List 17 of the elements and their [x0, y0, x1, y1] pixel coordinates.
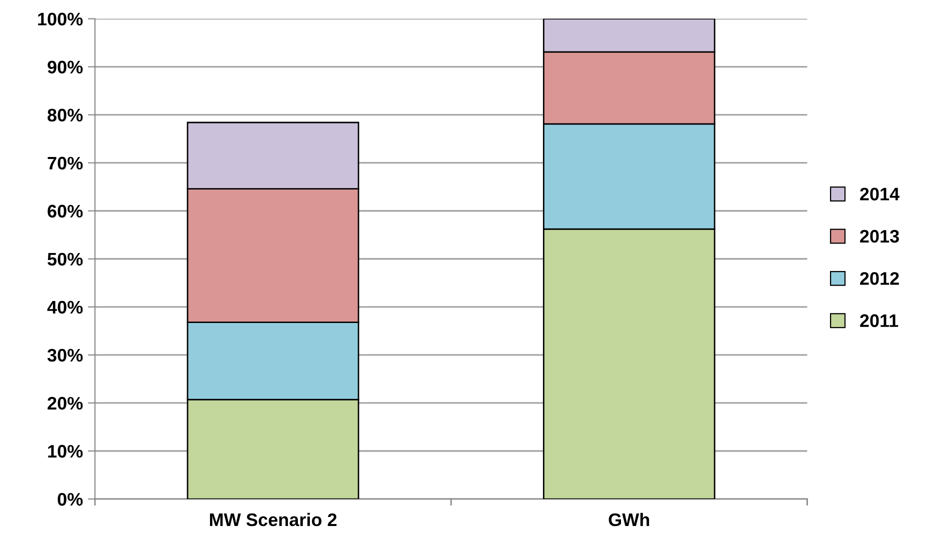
y-tick-label: 80% [48, 108, 83, 122]
x-tick-label: GWh [608, 512, 650, 526]
y-tick-label: 70% [48, 156, 83, 170]
y-tick-label: 60% [48, 204, 83, 218]
y-tick-label: 40% [47, 300, 83, 314]
legend-label: 2014 [860, 188, 900, 200]
legend-label: 2013 [860, 230, 899, 243]
legend-label: 2012 [860, 272, 899, 285]
y-tick-label: 10% [48, 444, 83, 458]
y-tick-label: 100% [38, 12, 83, 26]
y-tick-label: 50% [48, 252, 83, 266]
legend-label: 2011 [860, 314, 898, 328]
y-tick-label: 20% [48, 396, 83, 410]
y-tick-label: 90% [48, 60, 83, 74]
y-tick-label: 30% [47, 348, 83, 362]
x-tick-label: MW Scenario 2 [210, 512, 337, 526]
y-tick-label: 0% [58, 492, 83, 506]
